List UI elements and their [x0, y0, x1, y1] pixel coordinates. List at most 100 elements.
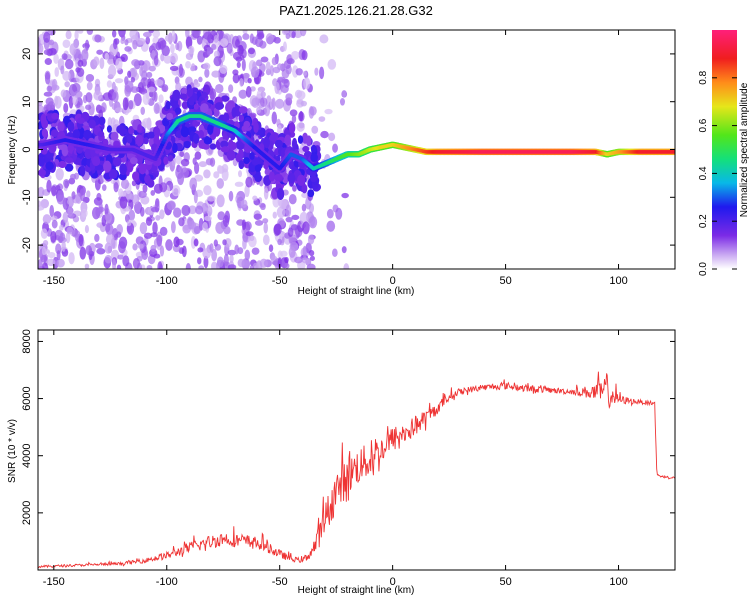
noise-blob: [150, 189, 156, 196]
spectrum-blob: [106, 125, 112, 133]
spectrogram-ytick-label: 0: [21, 146, 33, 152]
noise-blob: [64, 59, 74, 70]
noise-blob: [145, 36, 151, 45]
spectrum-blob: [57, 121, 65, 133]
noise-blob: [115, 57, 123, 71]
spectrum-blob: [200, 103, 209, 113]
spectrum-blob: [238, 106, 248, 114]
noise-blob: [301, 50, 308, 61]
spectrum-blob: [51, 112, 60, 120]
noise-blob: [239, 78, 244, 87]
spectrum-blob: [38, 169, 47, 177]
spectrum-blob: [64, 163, 74, 172]
noise-blob: [142, 92, 150, 106]
noise-blob: [159, 245, 165, 257]
noise-blob: [130, 76, 136, 83]
noise-blob: [289, 109, 298, 117]
spectrum-blob: [291, 137, 298, 150]
noise-blob: [319, 66, 325, 80]
noise-blob: [122, 97, 129, 111]
spectrum-blob: [166, 112, 174, 121]
noise-blob: [86, 30, 94, 35]
spectrum-blob: [276, 188, 285, 201]
noise-blob: [194, 174, 204, 182]
noise-blob: [192, 157, 197, 166]
noise-blob: [85, 104, 92, 111]
noise-blob: [204, 68, 210, 78]
noise-blob: [64, 81, 70, 88]
noise-blob: [203, 169, 211, 179]
noise-blob: [67, 198, 73, 205]
noise-blob: [120, 190, 127, 197]
noise-blob: [104, 203, 109, 216]
noise-blob: [256, 106, 262, 114]
spectrogram-xtick-label: 100: [609, 275, 627, 287]
noise-blob: [139, 221, 148, 235]
spectrum-blob: [97, 131, 105, 138]
noise-blob: [48, 39, 55, 46]
noise-blob: [132, 39, 138, 50]
noise-blob: [119, 196, 128, 209]
noise-blob: [291, 50, 300, 60]
noise-blob: [284, 263, 290, 269]
noise-blob: [213, 56, 222, 67]
colorbar: 0.0 0.2 0.4 0.6 0.8 Normalized spectral ampl…: [698, 30, 750, 276]
noise-blob: [189, 177, 198, 191]
noise-blob: [213, 34, 219, 43]
noise-blob: [104, 52, 110, 61]
noise-blob: [56, 258, 65, 268]
spectrum-blob: [138, 163, 147, 175]
noise-blob: [294, 256, 303, 264]
noise-blob: [130, 67, 138, 78]
noise-blob: [260, 91, 266, 98]
spectrum-blob: [77, 117, 85, 124]
noise-blob: [38, 100, 43, 107]
noise-blob: [234, 244, 240, 255]
spectrum-blob: [310, 153, 318, 163]
noise-blob: [130, 86, 140, 93]
noise-blob: [263, 187, 269, 200]
spectrogram-xtick-label: 50: [499, 275, 511, 287]
noise-blob: [74, 30, 79, 40]
noise-blob: [185, 60, 191, 69]
noise-blob: [151, 42, 158, 51]
noise-blob: [198, 76, 203, 83]
noise-blob: [116, 264, 122, 269]
noise-blob: [173, 236, 180, 248]
spectrum-blob: [98, 116, 106, 126]
noise-blob: [131, 59, 140, 67]
noise-blob: [146, 71, 153, 79]
noise-blob: [71, 191, 76, 200]
noise-blob: [68, 69, 75, 83]
noise-blob: [94, 243, 103, 249]
noise-blob: [265, 33, 274, 45]
noise-blob: [285, 33, 291, 40]
noise-blob: [112, 90, 119, 103]
snr-frame: [37, 329, 676, 571]
spectrum-blob: [220, 140, 229, 148]
noise-blob: [195, 205, 204, 215]
noise-blob: [139, 66, 144, 77]
noise-blob: [291, 214, 300, 221]
noise-blob: [265, 61, 271, 72]
spectrogram-xtick-label: -100: [156, 275, 178, 287]
noise-blob: [318, 116, 326, 122]
noise-blob: [262, 218, 269, 224]
noise-blob: [188, 45, 195, 55]
noise-blob: [43, 49, 52, 56]
noise-blob: [166, 200, 176, 211]
noise-blob: [291, 114, 297, 124]
spectrogram-xtick-label: -50: [272, 275, 288, 287]
noise-blob: [156, 234, 163, 247]
noise-blob: [44, 58, 52, 66]
noise-blob: [232, 73, 240, 84]
noise-blob: [247, 77, 252, 84]
noise-blob: [288, 194, 297, 205]
spectrum-blob: [226, 149, 236, 161]
noise-blob: [142, 31, 152, 38]
noise-blob: [209, 157, 216, 167]
noise-blob: [206, 195, 216, 202]
noise-blob: [136, 37, 146, 46]
noise-blob: [213, 239, 218, 247]
noise-blob: [51, 78, 58, 91]
